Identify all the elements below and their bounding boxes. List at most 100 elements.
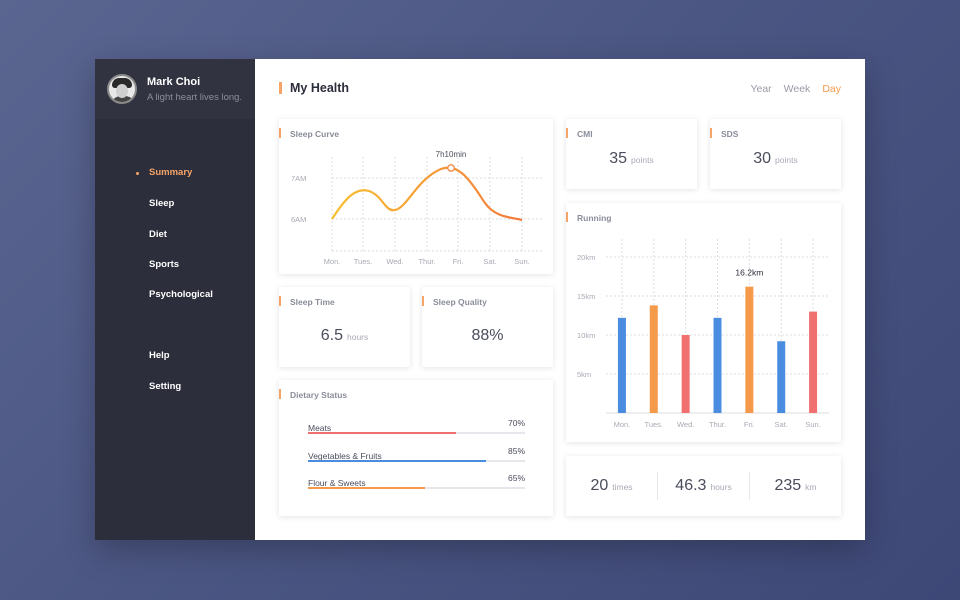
running-x-label: Sat. <box>775 420 788 429</box>
sds-value: 30 <box>753 150 772 167</box>
running-bar <box>713 317 722 413</box>
summary-stats-card: 20 times 46.3 hours 235 km <box>566 456 841 516</box>
sidebar-item-psychological[interactable]: Psychological <box>149 289 213 300</box>
running-y-tick: 20km <box>577 253 595 262</box>
main-content: My Health Year Week Day Sleep Curve <box>255 59 865 540</box>
diet-label: Vegetables & Fruits <box>308 451 382 461</box>
dietary-status-title: Dietary Status <box>278 389 348 400</box>
cmi-title: CMI <box>566 128 593 139</box>
sidebar-item-setting[interactable]: Setting <box>149 381 182 392</box>
sleep-quality-title: Sleep Quality <box>422 296 487 307</box>
running-x-label: Sun. <box>805 420 820 429</box>
stat-divider <box>657 472 658 500</box>
sleep-peak-label: 7h10min <box>436 150 467 159</box>
diet-label: Flour & Sweets <box>308 478 366 488</box>
diet-track <box>308 460 525 462</box>
sleep-time-value: 6.5 <box>320 327 343 344</box>
x-label-mon: Mon. <box>324 257 341 266</box>
running-x-label: Wed. <box>677 420 694 429</box>
stat-km-value: 235 <box>774 477 802 494</box>
sidebar-item-sports[interactable]: Sports <box>149 259 180 270</box>
avatar[interactable] <box>107 74 137 104</box>
stat-times-value: 20 <box>590 477 609 494</box>
diet-fill <box>308 487 426 489</box>
sleep-curve-line <box>331 166 523 222</box>
diet-pct: 70% <box>507 418 525 428</box>
x-label-tues: Tues. <box>354 257 372 266</box>
stat-km-unit: km <box>805 482 817 492</box>
diet-track <box>308 432 525 434</box>
running-y-tick: 10km <box>577 331 595 340</box>
sds-unit: points <box>775 155 798 165</box>
cmi-unit: points <box>631 155 654 165</box>
x-label-sun: Sun. <box>514 257 529 266</box>
diet-row-vegetables: Vegetables & Fruits 85% <box>308 446 525 464</box>
title-accent-bar <box>279 82 282 94</box>
y-tick-6am: 6AM <box>291 215 306 224</box>
running-chart: 20km 15km 10km 5km Mon. Tues. Wed. Thur. Fri. Sat… <box>577 239 829 429</box>
diet-fill <box>308 460 486 462</box>
running-title: Running <box>565 212 612 223</box>
sidebar-item-sleep[interactable]: Sleep <box>149 198 175 209</box>
app-window: Mark Choi A light heart lives long. Summ… <box>95 59 865 540</box>
running-bar <box>809 311 818 413</box>
sidebar-item-diet[interactable]: Diet <box>149 229 167 240</box>
sleep-time-card: Sleep Time 6.5 hours <box>279 287 410 367</box>
x-label-fri: Fri. <box>453 257 464 266</box>
sleep-grid <box>331 157 543 252</box>
sleep-curve-chart: 7AM 6AM 7h10min Mon. Tues. Wed. Thur. Fr… <box>291 150 543 266</box>
sleep-time-unit: hours <box>346 332 369 342</box>
sidebar-item-help[interactable]: Help <box>149 350 170 361</box>
diet-pct: 85% <box>507 446 525 456</box>
x-label-sat: Sat. <box>483 257 496 266</box>
profile-motto: A light heart lives long. <box>147 91 243 103</box>
stat-divider <box>749 472 750 500</box>
diet-label: Meats <box>308 423 332 433</box>
running-y-tick: 15km <box>577 292 595 301</box>
diet-row-meats: Meats 70% <box>308 418 525 436</box>
tab-week[interactable]: Week <box>783 83 811 95</box>
running-x-label: Tues. <box>645 420 663 429</box>
active-dot-icon <box>136 172 139 175</box>
running-x-label: Thur. <box>709 420 726 429</box>
y-tick-7am: 7AM <box>291 174 306 183</box>
running-card: Running 20km 15km 10km 5km Mon. Tues. Wed. Thur… <box>565 203 841 442</box>
diet-pct: 65% <box>507 473 525 483</box>
sidebar-item-summary[interactable]: Summary <box>149 167 193 178</box>
diet-track <box>308 487 525 489</box>
running-bar <box>617 317 626 413</box>
cmi-value: 35 <box>609 150 628 167</box>
sleep-curve-title: Sleep Curve <box>278 128 340 139</box>
running-x-label: Fri. <box>744 420 755 429</box>
cmi-card: CMI 35 points <box>566 119 697 189</box>
stat-times-unit: times <box>612 482 633 492</box>
running-x-label: Mon. <box>614 420 631 429</box>
running-bar <box>745 286 754 413</box>
running-bar <box>649 305 658 413</box>
stat-hours-unit: hours <box>710 482 732 492</box>
sds-title: SDS <box>709 128 739 139</box>
range-tabs: Year Week Day <box>750 83 841 95</box>
running-bar <box>777 341 786 413</box>
x-label-wed: Wed. <box>386 257 403 266</box>
profile-header[interactable]: Mark Choi A light heart lives long. <box>95 59 255 119</box>
tab-day[interactable]: Day <box>822 83 841 95</box>
sidebar: Mark Choi A light heart lives long. Summ… <box>95 59 255 540</box>
sleep-quality-value: 88% <box>471 327 504 344</box>
sleep-time-title: Sleep Time <box>279 296 335 307</box>
sleep-quality-card: Sleep Quality 88% <box>422 287 553 367</box>
sds-card: SDS 30 points <box>709 119 841 189</box>
running-highlight-label: 16.2km <box>735 268 763 278</box>
diet-fill <box>308 432 456 434</box>
profile-name: Mark Choi <box>147 75 201 88</box>
tab-year[interactable]: Year <box>750 83 772 95</box>
sleep-curve-card: Sleep Curve <box>278 119 553 274</box>
dietary-status-card: Dietary Status Meats 70% Vegetables & Fr… <box>278 380 553 516</box>
stat-hours-value: 46.3 <box>675 477 707 494</box>
x-label-thur: Thur. <box>418 257 435 266</box>
page-title: My Health <box>279 81 349 95</box>
diet-row-flour: Flour & Sweets 65% <box>308 473 525 491</box>
sleep-peak-marker[interactable] <box>447 164 455 172</box>
running-bar <box>681 335 690 413</box>
running-y-tick: 5km <box>577 370 591 379</box>
